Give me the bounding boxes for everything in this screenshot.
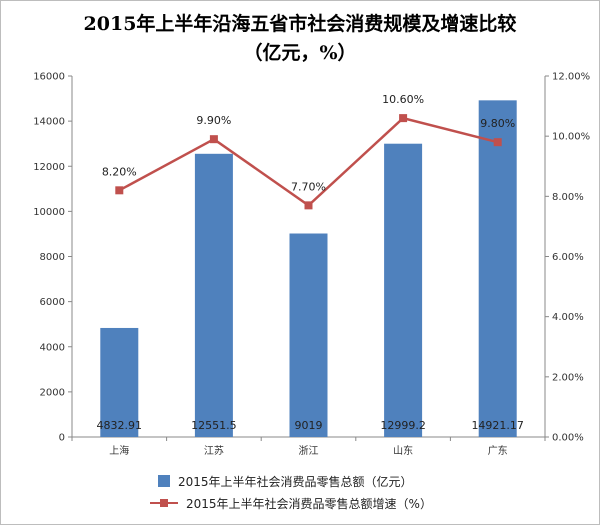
chart-title: 2015年上半年沿海五省市社会消费规模及增速比较 [83, 13, 517, 35]
legend-item-bar: 2015年上半年社会消费品零售总额（亿元） [150, 470, 432, 492]
y-left-tick-label: 8000 [40, 252, 65, 263]
bar-data-label: 9019 [295, 419, 323, 432]
legend-label-bar: 2015年上半年社会消费品零售总额（亿元） [178, 474, 413, 489]
x-tick-label: 山东 [393, 444, 413, 457]
legend-label-line: 2015年上半年社会消费品零售总额增速（%） [186, 496, 432, 511]
bar [384, 143, 423, 437]
legend-swatch-line [150, 497, 178, 509]
chart-subtitle: （亿元，%） [243, 42, 357, 64]
growth-marker [304, 201, 313, 210]
growth-data-label: 10.60% [382, 93, 424, 106]
legend-swatch-bar [158, 475, 170, 487]
growth-marker [209, 135, 218, 144]
growth-data-label: 7.70% [291, 180, 326, 193]
y-right-tick-label: 12.00% [552, 72, 590, 83]
y-left-tick-label: 16000 [33, 72, 65, 83]
growth-data-label: 9.80% [480, 117, 515, 130]
legend-item-line: 2015年上半年社会消费品零售总额增速（%） [150, 492, 432, 514]
bar [194, 153, 233, 438]
bar [100, 327, 139, 437]
x-tick-label: 浙江 [299, 445, 319, 457]
y-left-tick-label: 4000 [40, 342, 65, 353]
y-right-tick-label: 2.00% [552, 372, 584, 383]
legend: 2015年上半年社会消费品零售总额（亿元） 2015年上半年社会消费品零售总额增… [150, 470, 432, 514]
y-left-tick-label: 0 [59, 433, 65, 444]
y-left-tick-label: 2000 [40, 387, 65, 398]
growth-marker [399, 114, 408, 123]
y-left-tick-label: 12000 [33, 162, 65, 173]
x-tick-label: 江苏 [204, 444, 224, 457]
y-right-tick-label: 0.00% [552, 433, 584, 444]
y-right-tick-label: 10.00% [552, 132, 590, 143]
y-left-tick-label: 14000 [33, 117, 65, 128]
growth-marker [493, 138, 502, 147]
growth-data-label: 9.90% [196, 114, 231, 127]
y-right-tick-label: 4.00% [552, 312, 584, 323]
x-tick-label: 广东 [488, 444, 508, 457]
bar [289, 233, 328, 437]
y-right-tick-label: 6.00% [552, 252, 584, 263]
y-left-tick-label: 10000 [33, 207, 65, 218]
y-right-tick-label: 8.00% [552, 192, 584, 203]
bar-data-label: 14921.17 [471, 419, 524, 432]
y-left-tick-label: 6000 [40, 297, 65, 308]
bar [478, 100, 517, 438]
x-tick-label: 上海 [109, 444, 129, 457]
bar-data-label: 12999.2 [380, 419, 426, 432]
bar-data-label: 12551.5 [191, 419, 237, 432]
growth-marker [115, 186, 124, 195]
growth-data-label: 8.20% [102, 165, 137, 178]
bar-data-label: 4832.91 [97, 419, 143, 432]
